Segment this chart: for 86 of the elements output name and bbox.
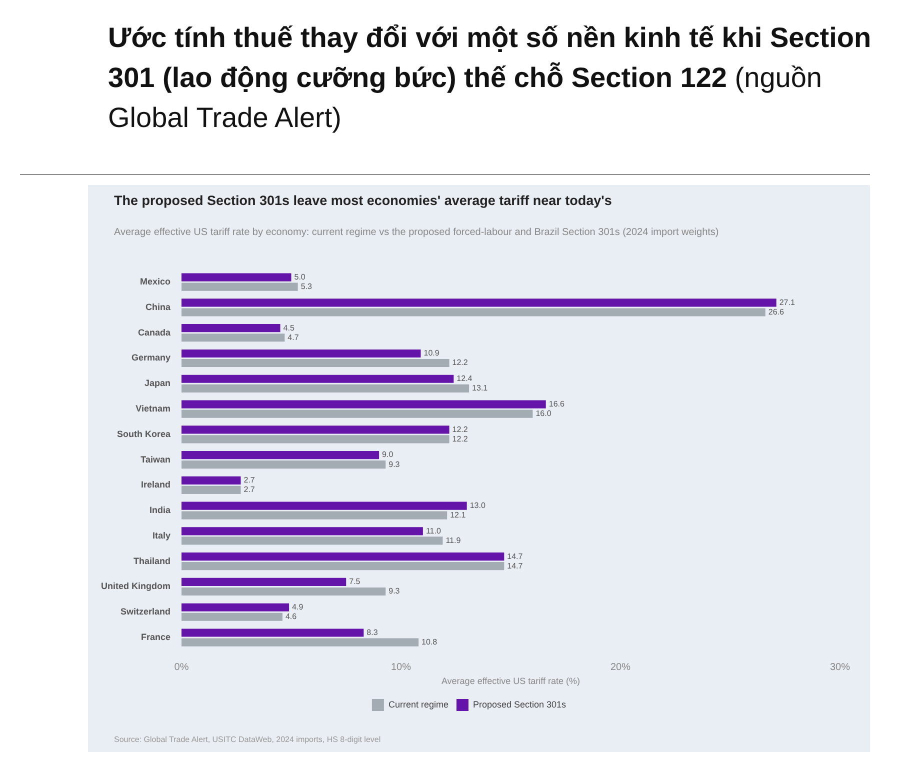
y-tick-label: Taiwan (140, 454, 170, 464)
x-tick-label: 20% (610, 662, 631, 673)
data-label: 11.9 (446, 536, 462, 545)
y-tick-label: Mexico (140, 276, 171, 287)
bar (181, 308, 766, 316)
legend-label: Proposed Section 301s (472, 699, 567, 710)
bar (181, 578, 346, 586)
data-label: 27.1 (779, 298, 796, 307)
data-label: 13.1 (472, 384, 488, 393)
y-tick-label: United Kingdom (100, 581, 170, 592)
y-tick-label: Switzerland (120, 606, 170, 617)
y-tick-label: Ireland (140, 480, 170, 490)
data-label: 5.3 (300, 282, 312, 292)
bar (181, 400, 546, 408)
bar (181, 384, 470, 392)
bar (181, 502, 467, 510)
bar (181, 536, 443, 545)
x-tick-label: 0% (174, 662, 189, 673)
data-label: 12.2 (452, 434, 468, 444)
data-label: 12.1 (450, 510, 466, 520)
data-label: 4.5 (283, 323, 295, 332)
data-label: 11.0 (426, 526, 442, 536)
data-label: 10.8 (422, 637, 438, 646)
bar (181, 298, 776, 307)
y-tick-label: South Korea (116, 428, 172, 439)
data-label: 2.7 (244, 485, 256, 494)
data-label: 2.7 (244, 476, 256, 485)
bar (181, 552, 504, 561)
y-tick-label: Japan (144, 378, 170, 388)
data-label: 14.7 (507, 561, 524, 570)
chart-title: Ước tính thuế thay đổi với một số nền kinh tế khi Section 301 (lao động cưỡng bức) thế chỗ Section 122 (nguồn Global Trade Alert) (108, 22, 872, 133)
legend-label: Current regime (388, 699, 448, 710)
data-label: 12.2 (452, 358, 468, 368)
data-label: 16.0 (536, 408, 552, 418)
x-tick-label: 30% (830, 662, 850, 673)
x-axis-title: Average effective US tariff rate (%) (441, 676, 580, 686)
bar (181, 450, 380, 460)
data-label: 4.7 (288, 332, 300, 342)
y-tick-label: Vietnam (136, 404, 170, 414)
data-label: 12.4 (456, 374, 473, 384)
bar (181, 426, 450, 434)
bar (181, 460, 386, 469)
data-label: 14.7 (507, 552, 524, 561)
bar (181, 476, 241, 484)
bar (181, 486, 241, 494)
data-label: 8.3 (366, 628, 378, 637)
y-tick-label: India (149, 505, 172, 516)
bar (181, 282, 298, 291)
bar (181, 358, 450, 368)
data-label: 7.5 (349, 577, 361, 586)
y-tick-label: Canada (138, 327, 172, 338)
bar (181, 562, 504, 570)
data-label: 4.9 (292, 602, 304, 612)
data-label: 9.3 (388, 460, 400, 469)
bar (181, 435, 450, 444)
data-label: 9.3 (388, 586, 400, 596)
bar (181, 273, 292, 282)
data-label: 5.0 (294, 272, 306, 282)
bar (181, 511, 448, 520)
source-note: Source: Global Trade Alert, USITC DataWeb, 2024 imports, HS 8-digit level (114, 735, 381, 744)
bar (181, 334, 285, 342)
data-label: 16.6 (548, 399, 565, 408)
data-label: 12.2 (452, 424, 468, 434)
bar (181, 324, 280, 332)
chart-subtitle: The proposed Section 301s leave most economies' average tariff near today's (114, 193, 612, 208)
x-tick-label: 10% (390, 662, 412, 673)
bar (181, 374, 454, 383)
bar (181, 628, 364, 637)
y-tick-label: China (145, 302, 172, 312)
bar (181, 612, 282, 621)
data-label: 9.0 (382, 450, 394, 460)
y-tick-label: Thailand (133, 556, 170, 566)
bar (181, 410, 533, 418)
data-label: 10.9 (424, 348, 440, 358)
y-tick-label: France (140, 632, 170, 642)
bar (181, 603, 290, 612)
bar (181, 349, 421, 358)
bar (181, 527, 423, 536)
data-label: 26.6 (768, 307, 784, 316)
bar (181, 638, 419, 646)
text: Average effective US tariff rate by economy: current regime vs the proposed forced-labour and Brazil Section 301s (2024 import weights) (114, 227, 719, 238)
y-tick-label: Germany (131, 352, 170, 363)
y-tick-label: Italy (152, 530, 170, 540)
bar (181, 587, 386, 596)
data-label: 4.6 (285, 612, 298, 622)
data-label: 13.0 (470, 501, 486, 510)
